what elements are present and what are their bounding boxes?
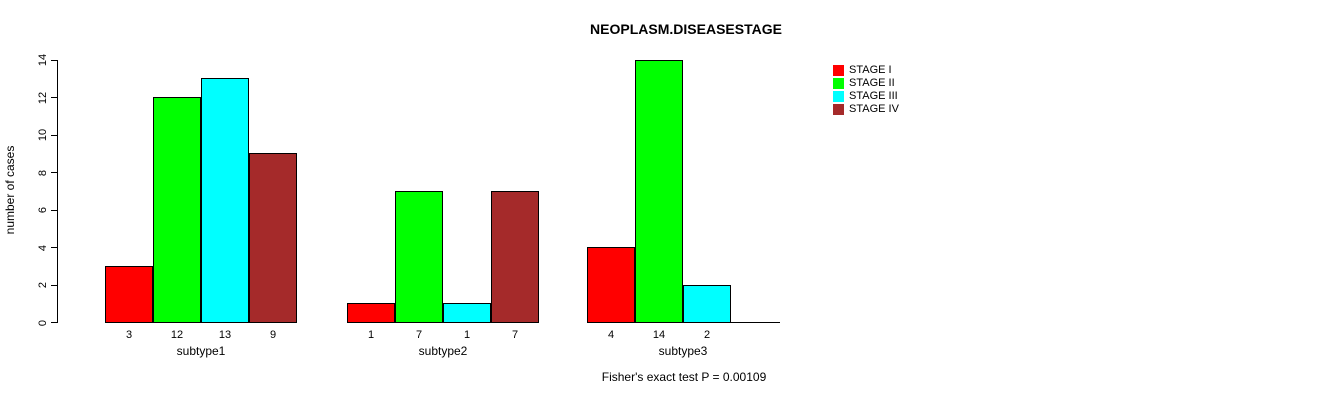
legend-item-stage-ii: STAGE II [833, 78, 899, 89]
y-tick-label: 8 [37, 169, 49, 176]
legend-swatch-stage-i [833, 65, 844, 76]
bar-stage-ii-subtype2 [395, 190, 443, 323]
bar-stage-ii-subtype3 [635, 59, 683, 323]
y-tick [51, 59, 57, 61]
bar-stage-iv-subtype3-zero [731, 322, 780, 323]
bar-stage-iv-subtype2 [491, 190, 539, 323]
bar-value-label: 4 [607, 329, 615, 341]
bar-stage-ii-subtype1 [153, 97, 201, 323]
bar-value-label: 13 [218, 329, 232, 341]
chart-title: NEOPLASM.DISEASESTAGE [590, 21, 782, 37]
y-tick-label: 12 [37, 91, 49, 104]
bar-value-label: 7 [415, 329, 423, 341]
bar-stage-iv-subtype1 [249, 153, 297, 323]
bar-value-label: 14 [652, 329, 666, 341]
bar-stage-i-subtype3 [587, 247, 635, 323]
bar-stage-iii-subtype3 [683, 284, 731, 323]
bar-value-label: 3 [125, 329, 133, 341]
legend-swatch-stage-iv [833, 104, 844, 115]
bar-stage-iii-subtype2 [443, 303, 491, 323]
legend: STAGE I STAGE II STAGE III STAGE IV [833, 65, 899, 117]
y-tick [51, 284, 57, 286]
bar-stage-i-subtype1 [105, 265, 153, 323]
legend-item-stage-iii: STAGE III [833, 91, 899, 102]
category-label-subtype2: subtype2 [418, 344, 468, 358]
y-tick-label: 6 [37, 206, 49, 214]
y-tick [51, 322, 57, 323]
y-tick-label: 0 [37, 319, 49, 326]
legend-swatch-stage-iii [833, 91, 844, 102]
bar-value-label: 7 [511, 329, 519, 341]
legend-item-stage-iv: STAGE IV [833, 104, 899, 115]
y-tick [51, 172, 57, 173]
bar-value-label: 1 [463, 329, 471, 341]
bar-stage-i-subtype2 [347, 303, 395, 323]
legend-label-stage-iv: STAGE IV [849, 103, 899, 115]
category-label-subtype3: subtype3 [658, 344, 708, 358]
legend-item-stage-i: STAGE I [833, 65, 899, 76]
y-tick [51, 97, 57, 98]
y-tick-label: 14 [37, 53, 49, 67]
y-tick [51, 247, 57, 248]
fisher-test-annotation: Fisher's exact test P = 0.00109 [601, 370, 767, 384]
category-label-subtype1: subtype1 [176, 344, 226, 358]
bar-value-label: 9 [269, 329, 277, 341]
legend-label-stage-ii: STAGE II [849, 77, 895, 89]
bar-value-label: 12 [170, 329, 184, 341]
legend-label-stage-i: STAGE I [849, 64, 892, 76]
bar-value-label: 1 [367, 329, 375, 341]
bar-stage-iii-subtype1 [201, 78, 249, 323]
y-tick-label: 2 [37, 281, 49, 289]
y-tick [51, 134, 57, 136]
legend-swatch-stage-ii [833, 78, 844, 89]
legend-label-stage-iii: STAGE III [849, 90, 898, 102]
bar-value-label: 2 [703, 329, 711, 341]
y-tick [51, 209, 57, 211]
y-axis-line [57, 59, 58, 323]
y-tick-label: 4 [37, 244, 49, 251]
y-tick-label: 10 [37, 128, 49, 142]
